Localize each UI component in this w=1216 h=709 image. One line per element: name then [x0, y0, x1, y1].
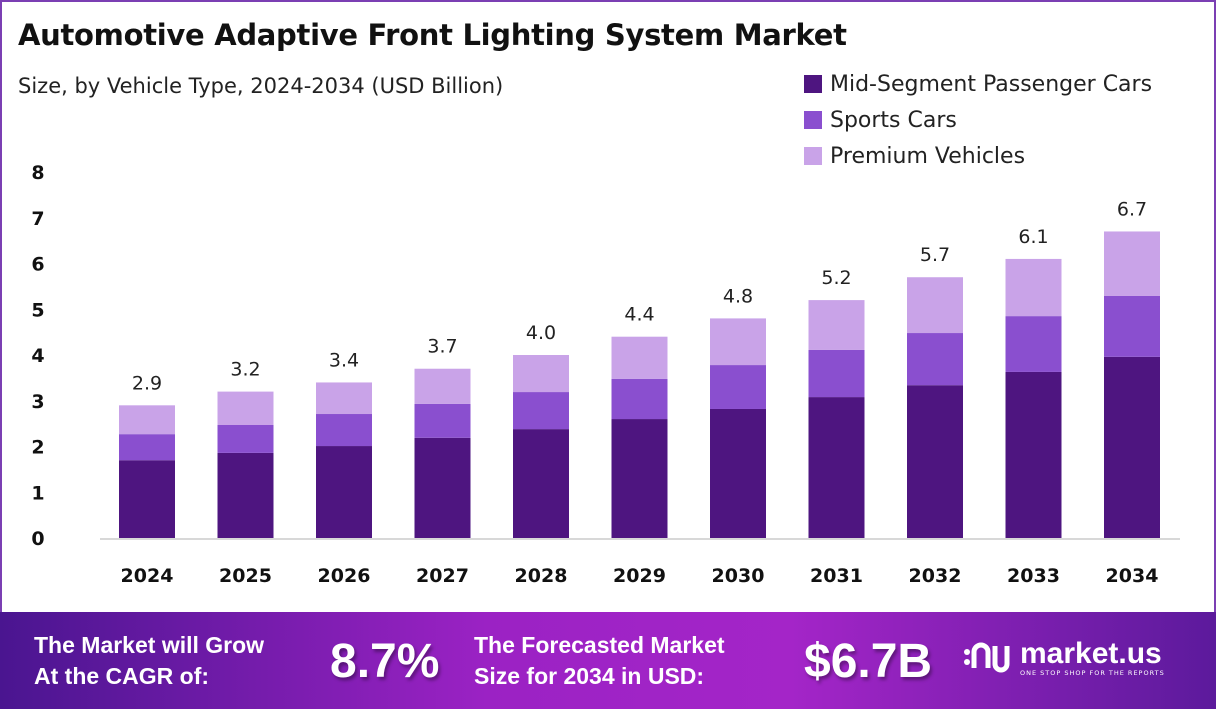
bar-segment — [414, 437, 471, 538]
legend-label: Sports Cars — [830, 107, 957, 133]
data-label: 6.7 — [1117, 198, 1147, 220]
y-tick-label: 6 — [31, 254, 44, 276]
cagr-label-line: At the CAGR of: — [34, 663, 210, 689]
y-tick-label: 3 — [31, 391, 44, 413]
data-label: 3.4 — [329, 349, 359, 371]
bar-segment — [119, 434, 175, 461]
forecast-label: The Forecasted Market Size for 2034 in US… — [474, 630, 725, 692]
bar-segment — [414, 368, 471, 404]
data-label: 4.8 — [723, 285, 753, 307]
data-label: 4.4 — [624, 304, 654, 326]
data-label: 6.1 — [1018, 226, 1048, 248]
bar-segment — [808, 300, 865, 350]
y-tick-label: 7 — [31, 208, 44, 230]
bar-segment — [710, 365, 766, 409]
bar-segment — [316, 414, 372, 447]
y-tick-label: 8 — [31, 162, 44, 184]
bar-segment — [513, 355, 569, 393]
x-tick-label: 2034 — [1106, 565, 1159, 587]
bar-segment — [808, 397, 865, 538]
x-tick-label: 2029 — [613, 565, 666, 587]
legend-item-mid-segment: Mid-Segment Passenger Cars — [804, 66, 1152, 102]
x-tick-label: 2024 — [121, 565, 174, 587]
bar-segment — [808, 349, 865, 398]
data-label: 2.9 — [132, 372, 162, 394]
data-label: 3.7 — [427, 336, 457, 358]
y-tick-label: 1 — [31, 482, 44, 504]
cagr-label-line: The Market will Grow — [34, 632, 265, 658]
bar-segment — [316, 446, 372, 538]
bar-segment — [907, 333, 963, 386]
data-label: 5.7 — [920, 244, 950, 266]
y-tick-label: 0 — [31, 528, 44, 550]
x-tick-label: 2027 — [416, 565, 469, 587]
legend-item-sports: Sports Cars — [804, 102, 1152, 138]
bar-segment — [1104, 356, 1160, 538]
cagr-value: 8.7% — [330, 635, 440, 688]
bar-segment — [907, 385, 963, 538]
bar-segment — [907, 277, 963, 334]
y-tick-label: 2 — [31, 437, 44, 459]
bar-segment — [1005, 258, 1062, 317]
bar-segment — [119, 405, 175, 435]
bar-segment — [217, 424, 274, 453]
bar-segment — [217, 391, 274, 425]
legend-swatch — [804, 147, 822, 165]
legend-item-premium: Premium Vehicles — [804, 138, 1152, 174]
bar-segment — [1104, 231, 1160, 296]
forecast-label-line: Size for 2034 in USD: — [474, 663, 705, 689]
footer-banner: The Market will Grow At the CAGR of: 8.7%… — [0, 612, 1216, 709]
legend-swatch — [804, 111, 822, 129]
bar-segment — [1005, 371, 1062, 538]
y-tick-label: 5 — [31, 299, 44, 321]
logo-icon — [964, 642, 1010, 673]
chart-title: Automotive Adaptive Front Lighting Syste… — [18, 18, 847, 52]
market-us-logo: market.us ONE STOP SHOP FOR THE REPORTS — [962, 638, 1165, 678]
bar-segment — [710, 318, 766, 366]
logo-name: market.us — [1020, 637, 1162, 670]
bar-segment — [611, 336, 668, 379]
forecast-label-line: The Forecasted Market — [474, 632, 725, 658]
legend-label: Premium Vehicles — [830, 143, 1026, 169]
x-tick-label: 2028 — [515, 565, 568, 587]
legend-label: Mid-Segment Passenger Cars — [830, 71, 1153, 97]
bar-segment — [1104, 295, 1160, 357]
bar-segment — [217, 452, 274, 538]
legend-swatch — [804, 75, 822, 93]
bar-segment — [611, 419, 668, 538]
x-tick-label: 2030 — [712, 565, 765, 587]
bar-segment — [611, 378, 668, 420]
bar-segment — [316, 382, 372, 415]
bar-segment — [1005, 316, 1062, 372]
logo-tagline: ONE STOP SHOP FOR THE REPORTS — [1020, 669, 1165, 677]
chart-subtitle: Size, by Vehicle Type, 2024-2034 (USD Bi… — [18, 74, 504, 98]
data-label: 4.0 — [526, 322, 556, 344]
forecast-value: $6.7B — [804, 635, 933, 688]
bar-segment — [710, 408, 766, 538]
x-tick-label: 2033 — [1007, 565, 1060, 587]
x-tick-label: 2026 — [318, 565, 371, 587]
cagr-label: The Market will Grow At the CAGR of: — [34, 630, 264, 692]
bar-chart: 0 1 2 3 4 5 6 7 8 2.9 2024 3.2 2025 3.4 2026 3.7 2027 4.0… — [31, 162, 1180, 587]
bar-segment — [513, 429, 569, 538]
data-label: 3.2 — [230, 359, 260, 381]
bar-segment — [414, 403, 471, 438]
legend: Mid-Segment Passenger Cars Sports Cars P… — [804, 66, 1152, 174]
x-tick-label: 2031 — [810, 565, 863, 587]
bar-segment — [513, 392, 569, 430]
x-tick-label: 2032 — [909, 565, 962, 587]
y-tick-label: 4 — [31, 345, 44, 367]
x-tick-label: 2025 — [219, 565, 272, 587]
bar-segment — [119, 460, 175, 538]
data-label: 5.2 — [821, 267, 851, 289]
